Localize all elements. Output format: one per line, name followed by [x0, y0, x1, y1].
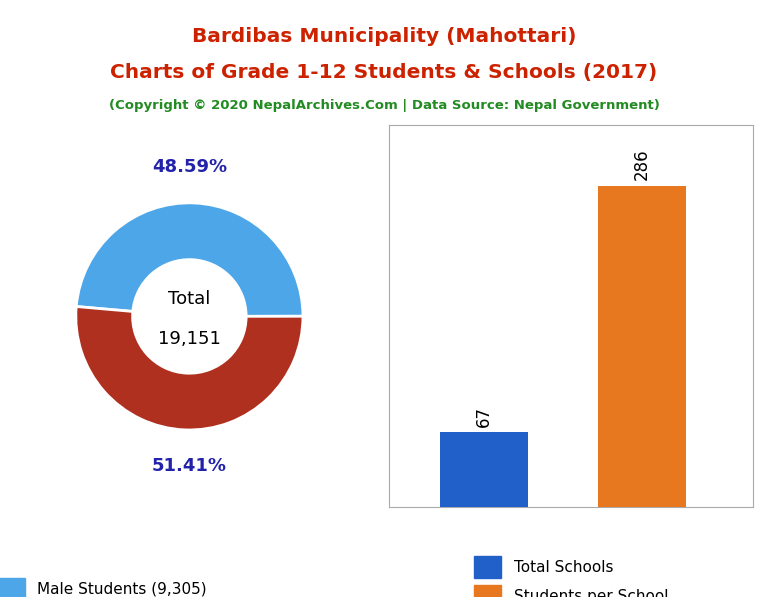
Text: Bardibas Municipality (Mahottari): Bardibas Municipality (Mahottari): [192, 27, 576, 46]
Bar: [598, 186, 687, 507]
Text: Charts of Grade 1-12 Students & Schools (2017): Charts of Grade 1-12 Students & Schools …: [111, 63, 657, 82]
Text: Total: Total: [168, 290, 210, 309]
Text: 286: 286: [633, 149, 651, 180]
Text: 51.41%: 51.41%: [152, 457, 227, 475]
Wedge shape: [76, 203, 303, 316]
Wedge shape: [76, 306, 303, 430]
Text: 48.59%: 48.59%: [152, 158, 227, 176]
Legend: Total Schools, Students per School: Total Schools, Students per School: [474, 556, 668, 597]
Legend: Male Students (9,305), Female Students (9,846): Male Students (9,305), Female Students (…: [0, 578, 226, 597]
Text: (Copyright © 2020 NepalArchives.Com | Data Source: Nepal Government): (Copyright © 2020 NepalArchives.Com | Da…: [108, 99, 660, 112]
Bar: [440, 432, 528, 507]
Text: 19,151: 19,151: [158, 330, 221, 348]
Text: 67: 67: [475, 405, 493, 426]
